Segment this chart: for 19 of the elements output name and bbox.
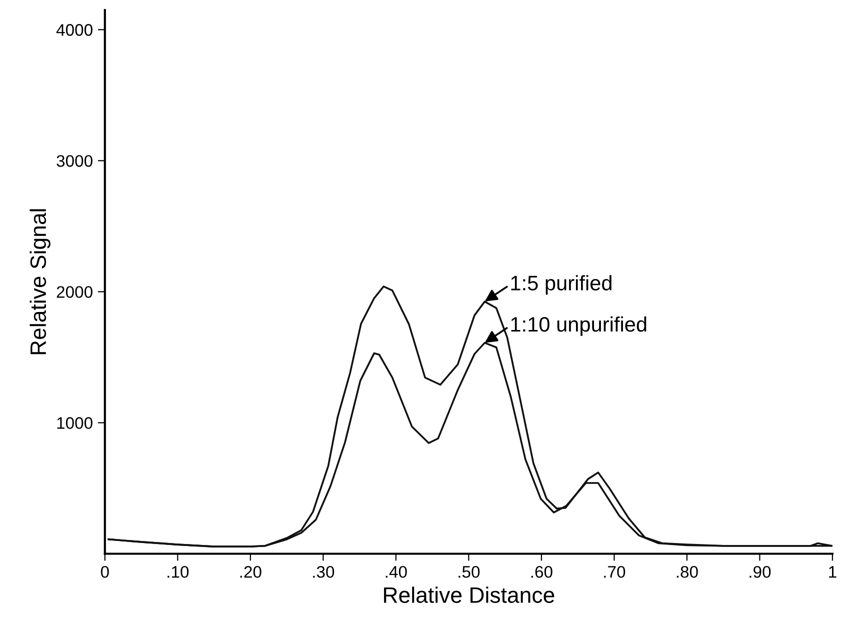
y-tick-label: 4000 — [56, 24, 92, 36]
y-tick-label: 1000 — [57, 417, 92, 429]
y-axis-title: Relative Signal — [30, 209, 50, 354]
x-tick-label: .20 — [240, 566, 262, 578]
x-tick-label: .10 — [168, 566, 189, 578]
annotation: 1:10 unpurified — [511, 316, 646, 336]
x-tick-label: 0 — [100, 566, 109, 578]
x-tick-label: .90 — [750, 566, 771, 578]
x-tick-label: .50 — [458, 566, 480, 578]
x-tick-label: .60 — [531, 566, 552, 578]
x-tick-label: .70 — [604, 566, 626, 578]
x-axis-title: Relative Distance — [384, 586, 554, 603]
y-tick-label: 2000 — [56, 286, 92, 298]
annotation: 1:5 purified — [511, 275, 612, 295]
x-tick-label: .30 — [313, 566, 334, 578]
x-tick-label: 1 — [829, 566, 836, 578]
y-tick-label: 3000 — [56, 155, 92, 167]
x-tick-label: .40 — [386, 566, 407, 578]
x-tick-label: .80 — [676, 566, 698, 578]
